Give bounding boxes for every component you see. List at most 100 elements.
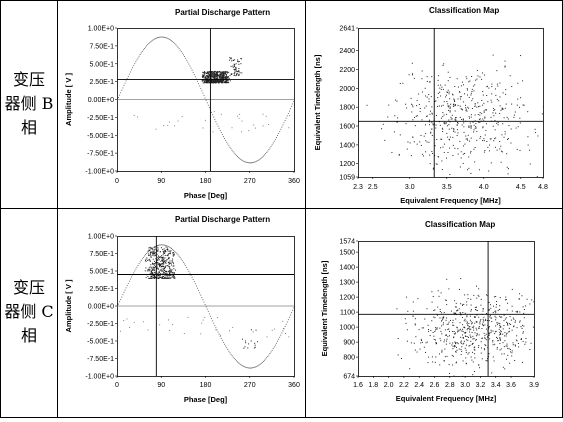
scatter-point	[525, 338, 527, 340]
sine-point	[176, 45, 178, 47]
scatter-point	[171, 259, 173, 261]
scatter-point	[227, 81, 229, 83]
sine-point	[119, 301, 121, 303]
sine-point	[213, 116, 215, 118]
scatter-point	[148, 277, 150, 279]
scatter-point	[428, 121, 430, 123]
scatter-point	[476, 130, 478, 132]
scatter-point	[476, 297, 478, 299]
scatter-point	[452, 322, 454, 324]
sine-point	[158, 36, 160, 38]
scatter-point	[224, 77, 226, 79]
scatter-point	[173, 254, 175, 256]
scatter-point	[444, 356, 446, 358]
scatter-point	[163, 273, 165, 275]
sine-point	[144, 255, 145, 257]
scatter-point	[465, 135, 467, 137]
scatter-point	[478, 364, 480, 366]
sine-point	[146, 45, 148, 47]
scatter-point	[447, 329, 449, 331]
scatter-point	[219, 79, 221, 81]
y-tick-label: 5.00E-1	[89, 61, 114, 68]
scatter-point	[150, 247, 152, 249]
scatter-point	[446, 132, 448, 134]
scatter-point	[473, 370, 475, 372]
scatter-point	[161, 277, 163, 279]
scatter-point	[522, 331, 524, 333]
scatter-point	[406, 329, 408, 331]
scatter-point	[228, 78, 230, 80]
scatter-point	[485, 345, 487, 347]
sine-point	[193, 74, 195, 76]
scatter-point	[240, 63, 242, 65]
scatter-point	[216, 77, 218, 79]
sine-point	[284, 326, 286, 327]
sine-point	[205, 99, 207, 101]
scatter-point	[152, 266, 154, 268]
x-tick-label: 1.8	[368, 382, 378, 389]
scatter-point	[472, 85, 474, 87]
scatter-point	[412, 310, 414, 312]
scatter-point	[454, 345, 456, 347]
scatter-point	[474, 104, 476, 106]
scatter-point	[157, 268, 159, 270]
sine-point	[180, 51, 182, 53]
scatter-point	[460, 108, 462, 110]
scatter-point	[234, 69, 236, 71]
scatter-point	[483, 138, 485, 140]
scatter-point	[498, 100, 500, 102]
sine-point	[193, 281, 195, 283]
scatter-point	[523, 104, 525, 106]
scatter-point	[215, 75, 217, 77]
scatter-point	[468, 352, 470, 354]
scatter-point	[153, 250, 155, 252]
scatter-point	[158, 277, 160, 279]
scatter-point	[172, 254, 174, 256]
scatter-point	[162, 250, 164, 252]
scatter-point	[476, 139, 478, 141]
scatter-point	[214, 82, 216, 84]
scatter-point	[212, 76, 214, 78]
scatter-point	[428, 124, 430, 126]
scatter-point	[468, 116, 470, 118]
sine-point	[185, 57, 187, 59]
scatter-point	[168, 277, 170, 279]
scatter-point	[173, 275, 175, 277]
scatter-point	[168, 266, 170, 268]
scatter-point	[513, 116, 515, 118]
scatter-point	[499, 82, 501, 84]
scatter-point	[451, 354, 453, 356]
scatter-point	[154, 272, 156, 274]
scatter-point	[465, 344, 467, 346]
scatter-point	[524, 343, 526, 345]
sine-point	[172, 41, 174, 43]
scatter-point	[206, 76, 208, 78]
scatter-point	[162, 276, 164, 278]
x-tick-label: 2.3	[353, 184, 363, 191]
scatter-point	[148, 259, 150, 261]
sine-point	[117, 306, 118, 307]
scatter-point	[203, 77, 205, 79]
scatter-point	[440, 330, 442, 332]
scatter-point	[414, 318, 416, 320]
scatter-point	[468, 156, 470, 158]
scatter-point	[464, 327, 466, 329]
scatter-point	[455, 342, 457, 344]
scatter-point	[451, 114, 453, 116]
scatter-point	[456, 310, 458, 312]
scatter-point	[148, 268, 150, 270]
scatter-point	[473, 90, 475, 92]
scatter-point	[466, 110, 468, 112]
scatter-point	[496, 346, 498, 348]
scatter-point	[463, 126, 465, 128]
scatter-point	[161, 273, 163, 275]
scatter-point	[484, 117, 486, 119]
scatter-point	[510, 142, 512, 144]
scatter-point	[163, 125, 165, 127]
sine-point	[166, 37, 168, 39]
scatter-point	[214, 71, 216, 73]
scatter-point	[542, 106, 544, 108]
scatter-point	[505, 317, 507, 319]
scatter-point	[460, 151, 462, 153]
scatter-point	[478, 118, 480, 120]
